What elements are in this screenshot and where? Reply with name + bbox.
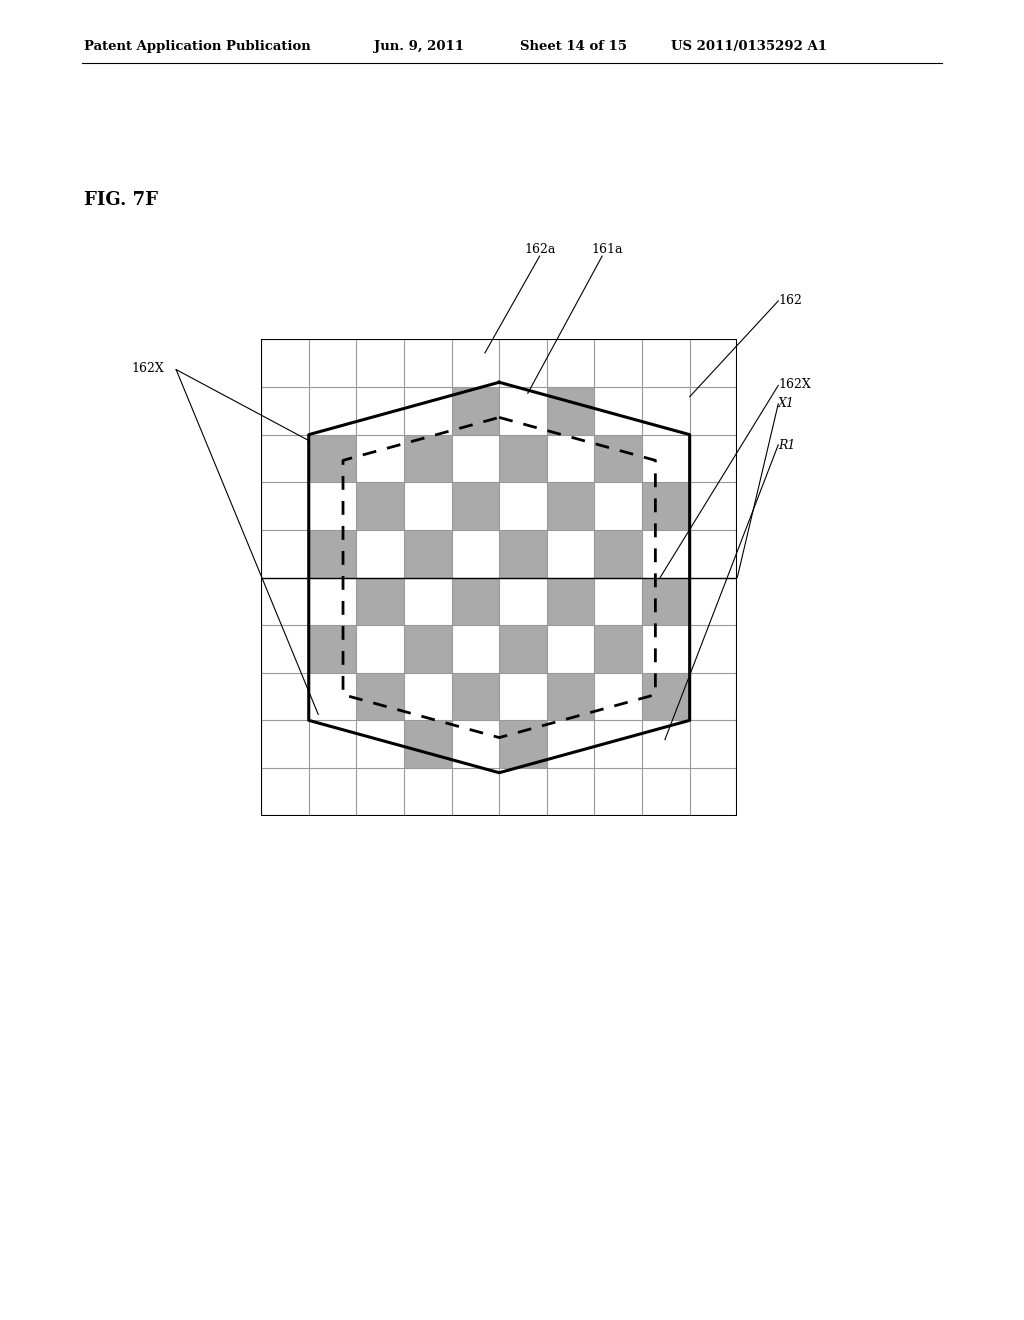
Bar	[642, 673, 690, 721]
Bar	[452, 578, 500, 626]
Bar	[642, 578, 690, 626]
Bar	[403, 721, 452, 768]
Text: 161a: 161a	[592, 243, 624, 256]
Bar	[356, 673, 403, 721]
Bar	[452, 482, 500, 529]
Bar	[356, 578, 403, 626]
Bar	[403, 434, 452, 482]
Text: Sheet 14 of 15: Sheet 14 of 15	[520, 40, 627, 53]
Bar	[547, 578, 594, 626]
Bar	[403, 626, 452, 673]
Bar	[452, 673, 500, 721]
Bar	[594, 434, 642, 482]
Bar	[547, 482, 594, 529]
Bar	[403, 529, 452, 578]
Bar	[500, 721, 547, 768]
Text: 162X: 162X	[778, 378, 811, 391]
Bar	[547, 387, 594, 434]
Text: FIG. 7F: FIG. 7F	[84, 190, 158, 209]
Text: 162X: 162X	[131, 362, 164, 375]
Text: US 2011/0135292 A1: US 2011/0135292 A1	[671, 40, 826, 53]
Bar	[309, 529, 356, 578]
Bar	[594, 529, 642, 578]
Bar	[500, 529, 547, 578]
Bar	[309, 626, 356, 673]
Text: Patent Application Publication: Patent Application Publication	[84, 40, 310, 53]
Text: X1: X1	[778, 396, 795, 409]
Bar	[642, 482, 690, 529]
Bar	[500, 434, 547, 482]
Bar	[594, 626, 642, 673]
Text: 162a: 162a	[524, 243, 556, 256]
Text: R1: R1	[778, 438, 796, 451]
Text: 162: 162	[778, 293, 802, 306]
Bar	[500, 626, 547, 673]
Bar	[309, 434, 356, 482]
Bar	[547, 673, 594, 721]
Bar	[452, 387, 500, 434]
Bar	[356, 482, 403, 529]
Text: Jun. 9, 2011: Jun. 9, 2011	[374, 40, 464, 53]
